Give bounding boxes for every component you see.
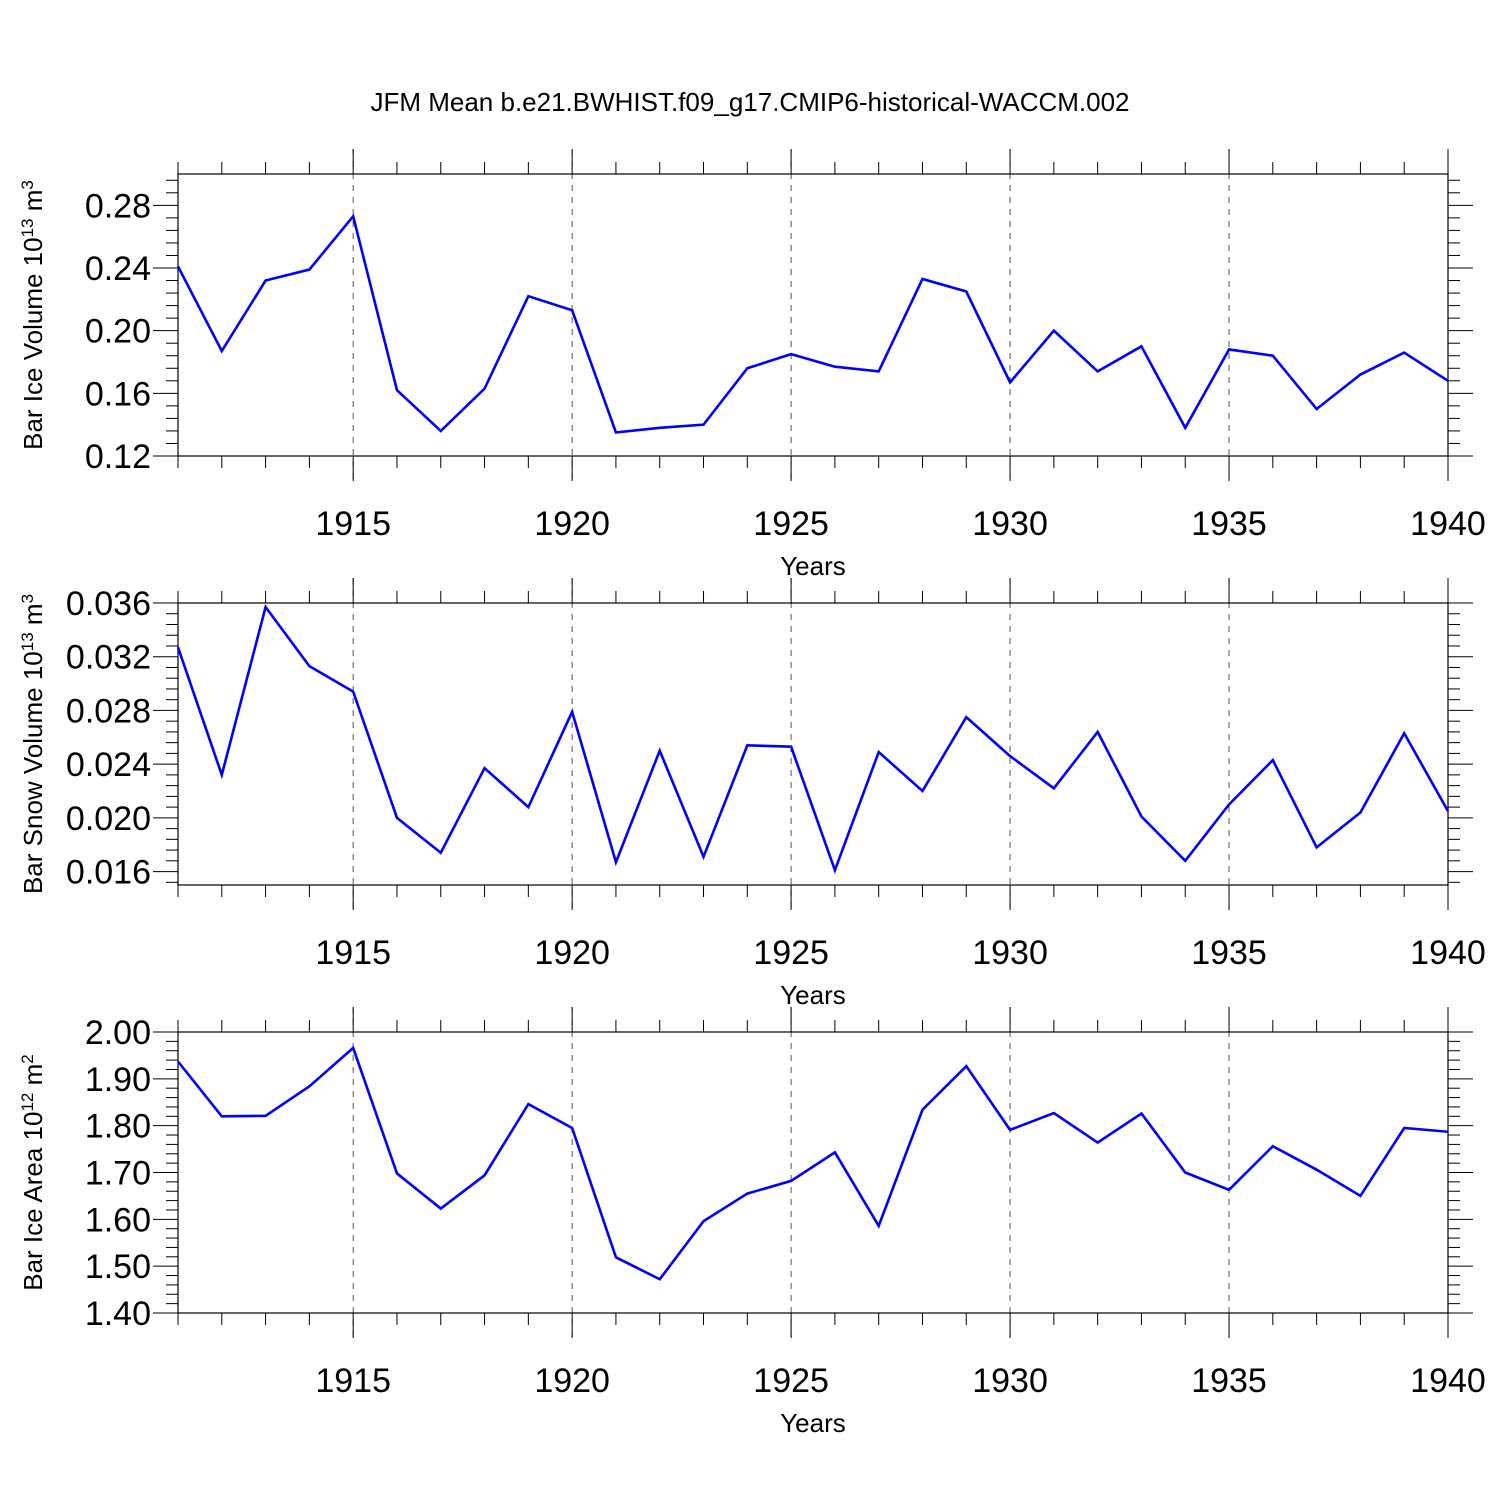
series-line-1 [176, 213, 1449, 434]
x-tick-label: 1930 [972, 505, 1048, 543]
x-tick-label: 1930 [972, 934, 1048, 972]
y-tick-label: 0.20 [85, 313, 151, 351]
y-tick-label: 0.024 [66, 746, 151, 784]
y-tick-label: 0.028 [66, 692, 151, 730]
x-tick-label: 1925 [753, 1362, 829, 1400]
y-tick-label: 0.24 [85, 250, 151, 288]
y-tick-label: 0.12 [85, 438, 151, 476]
x-tick-label: 1920 [534, 1362, 610, 1400]
y-tick-label: 0.036 [66, 585, 151, 623]
x-tick-label: 1940 [1410, 505, 1486, 543]
y-tick-label: 0.16 [85, 375, 151, 413]
y-tick-label: 1.80 [85, 1108, 151, 1146]
y-tick-label: 0.032 [66, 639, 151, 677]
panel-2: 0.016 0.020 0.024 0.028 0.032 0.036 1915 1920 19… [18, 578, 1486, 1010]
y-tick-label: 1.60 [85, 1201, 151, 1239]
x-tick-label: 1940 [1410, 1362, 1486, 1400]
x-tick-label: 1935 [1191, 505, 1267, 543]
x-tick-label: 1935 [1191, 1362, 1267, 1400]
y-axis-label: Bar Ice Volume 1013 m3 [18, 180, 49, 450]
y-axis-label: Bar Ice Area 1012 m2 [18, 1054, 49, 1291]
x-axis-label: Years [780, 551, 846, 581]
x-tick-label: 1930 [972, 1362, 1048, 1400]
x-tick-label: 1940 [1410, 934, 1486, 972]
series-line-1 [176, 1045, 1449, 1281]
x-axis-label: Years [780, 980, 846, 1010]
x-tick-label: 1915 [315, 934, 391, 972]
y-tick-label: 1.70 [85, 1155, 151, 1193]
y-tick-label: 0.28 [85, 187, 151, 225]
plot-frame [177, 602, 1449, 886]
y-tick-label: 0.020 [66, 800, 151, 838]
chart-title: JFM Mean b.e21.BWHIST.f09_g17.CMIP6-hist… [370, 87, 1129, 117]
y-tick-label: 1.40 [85, 1295, 151, 1333]
y-tick-label: 0.016 [66, 854, 151, 892]
plot-frame [177, 173, 1449, 457]
y-tick-label: 2.00 [85, 1014, 151, 1052]
x-tick-label: 1920 [534, 934, 610, 972]
y-tick-label: 1.90 [85, 1061, 151, 1099]
panel-3: 1.40 1.50 1.60 1.70 1.80 1.90 2.00 1915 1920 1925… [18, 1007, 1486, 1438]
x-tick-label: 1920 [534, 505, 610, 543]
series-line-1 [176, 604, 1450, 875]
x-tick-label: 1925 [753, 934, 829, 972]
panel-1: 0.12 0.16 0.20 0.24 0.28 1915 1920 1925 1930 1935… [18, 149, 1486, 581]
x-tick-label: 1935 [1191, 934, 1267, 972]
y-axis-label: Bar Snow Volume 1013 m3 [18, 594, 49, 894]
x-axis-label: Years [780, 1408, 846, 1438]
y-tick-label: 1.50 [85, 1248, 151, 1286]
x-tick-label: 1915 [315, 1362, 391, 1400]
x-tick-label: 1925 [753, 505, 829, 543]
plot-frame [177, 1031, 1449, 1314]
x-tick-label: 1915 [315, 505, 391, 543]
